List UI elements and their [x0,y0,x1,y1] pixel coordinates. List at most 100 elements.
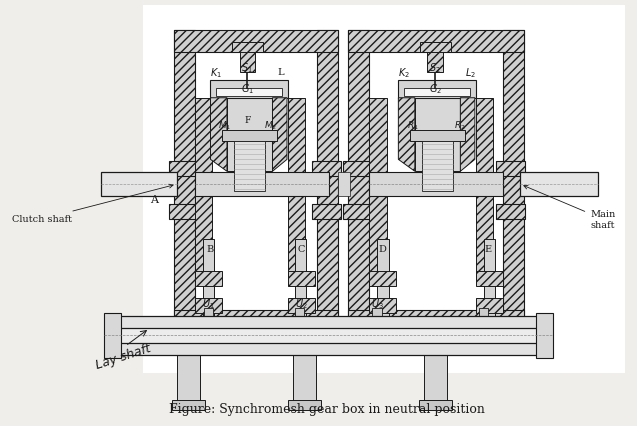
Text: A: A [150,195,159,204]
Bar [222,130,277,142]
Bar [195,271,222,286]
Text: D: D [378,245,386,253]
Text: $K_1$: $K_1$ [210,66,222,80]
Text: C: C [298,245,305,253]
Bar [295,309,304,319]
Text: $S_2$: $S_2$ [429,61,441,75]
Bar [419,400,452,410]
Bar [195,173,329,197]
Bar [217,89,282,97]
Bar [169,204,198,219]
Bar [172,400,204,410]
Bar [176,355,200,405]
Bar [348,311,524,332]
Bar [317,31,338,323]
Bar [195,299,222,314]
Bar [174,311,338,332]
Bar [520,173,598,197]
Bar [234,142,265,192]
Bar [227,98,273,172]
Bar [369,173,503,197]
Bar [104,314,122,358]
Text: L: L [277,68,283,77]
Text: $U_2$: $U_2$ [295,297,308,311]
Bar [204,309,213,319]
Bar [115,328,541,343]
Bar [415,98,461,172]
Bar [195,183,212,195]
Bar [232,43,263,53]
Bar [293,355,316,405]
Bar [420,43,450,53]
Bar [372,309,382,319]
Bar [343,204,372,219]
Text: $R_2$: $R_2$ [454,119,465,132]
Polygon shape [273,98,287,172]
Bar [503,31,524,323]
Bar [369,195,387,279]
Bar [343,162,372,177]
Bar [101,173,176,197]
Bar [476,195,493,279]
Text: Clutch shaft: Clutch shaft [12,185,173,224]
Bar [288,195,305,279]
Bar [369,98,387,183]
Text: $K_2$: $K_2$ [398,66,410,80]
Bar [422,142,453,192]
Bar [369,183,387,195]
Bar [377,239,389,319]
Polygon shape [461,98,475,172]
Bar [496,162,526,177]
Bar [312,162,341,177]
Text: $U_3$: $U_3$ [371,297,383,311]
Bar [369,271,396,286]
Bar [479,309,489,319]
Bar [210,81,288,98]
Bar [143,6,625,373]
Text: $U_1$: $U_1$ [202,297,215,311]
Bar [295,239,306,319]
Text: E: E [485,245,492,253]
Bar [483,239,495,319]
Bar [195,98,212,183]
Bar [476,183,493,195]
Text: $R_1$: $R_1$ [407,119,419,132]
Bar [476,299,503,314]
Text: Figure: Synchromesh gear box in neutral position: Figure: Synchromesh gear box in neutral … [169,402,485,414]
Bar [496,204,526,219]
Bar [115,317,541,328]
Bar [398,81,476,98]
Bar [410,130,465,142]
Bar [203,239,215,319]
Bar [312,204,341,219]
Polygon shape [398,98,415,172]
Bar [369,299,396,314]
Text: F: F [244,116,250,125]
Bar [288,299,315,314]
Text: Lay shaft: Lay shaft [94,341,153,371]
Bar [348,31,369,323]
Polygon shape [210,98,227,172]
Bar [174,31,195,323]
Text: $M_1$: $M_1$ [218,119,232,132]
Text: $S_1$: $S_1$ [241,61,253,75]
Text: Main
shaft: Main shaft [524,186,615,229]
Bar [240,43,255,73]
Bar [536,314,554,358]
Bar [476,271,503,286]
Bar [404,89,470,97]
Bar [424,355,447,405]
Bar [288,98,305,183]
Bar [288,183,305,195]
Bar [427,43,443,73]
Bar [174,31,338,53]
Bar [288,271,315,286]
Bar [115,343,541,355]
Text: $L_2$: $L_2$ [464,66,475,80]
Text: B: B [206,245,213,253]
Bar [195,195,212,279]
Text: $G_2$: $G_2$ [429,82,441,95]
Bar [348,31,524,53]
Bar [338,173,350,197]
Bar [169,162,198,177]
